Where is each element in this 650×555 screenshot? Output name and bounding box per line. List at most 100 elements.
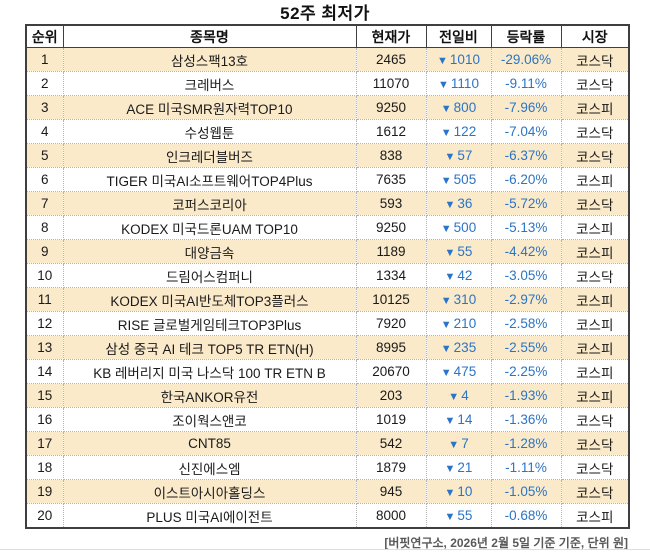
col-header-rank: 순위 <box>25 24 64 48</box>
price-cell: 9250 <box>355 215 427 240</box>
rank-cell: 2 <box>25 71 64 96</box>
stock-name-cell: KODEX 미국AI반도체TOP3플러스 <box>62 287 357 312</box>
change-value: 310 <box>453 292 477 307</box>
rank-cell: 18 <box>25 455 64 480</box>
market-cell: 코스피 <box>560 167 630 192</box>
change-value: 500 <box>453 220 477 235</box>
price-cell: 1334 <box>355 263 427 288</box>
col-header-change: 전일비 <box>425 24 492 48</box>
rank-cell: 19 <box>25 479 64 504</box>
table-row: 3 ACE 미국SMR원자력TOP10 9250 ▼ 800 -7.96% 코스피 <box>25 95 630 120</box>
rank-cell: 13 <box>25 335 64 360</box>
change-value: 210 <box>453 316 477 331</box>
stock-name-cell: 이스트아시아홀딩스 <box>62 479 357 504</box>
price-cell: 945 <box>355 479 427 504</box>
stock-name-cell: 대양금속 <box>62 239 357 264</box>
market-cell: 코스닥 <box>560 407 630 432</box>
bottom-divider <box>0 549 650 550</box>
stock-name-cell: 크레버스 <box>62 71 357 96</box>
down-arrow-icon: ▼ <box>440 175 452 187</box>
table-row: 19 이스트아시아홀딩스 945 ▼ 10 -1.05% 코스닥 <box>25 479 630 504</box>
market-cell: 코스피 <box>560 287 630 312</box>
market-cell: 코스닥 <box>560 119 630 144</box>
rank-cell: 10 <box>25 263 64 288</box>
source-note: [버핏연구소, 2026년 2월 5일 기준 기준, 단위 원] <box>384 536 628 550</box>
table-row: 6 TIGER 미국AI소프트웨어TOP4Plus 7635 ▼ 505 -6.2… <box>25 167 630 192</box>
down-arrow-icon: ▼ <box>438 79 449 91</box>
market-cell: 코스피 <box>560 95 630 120</box>
stock-name-cell: 코퍼스코리아 <box>62 191 357 216</box>
change-cell: ▼ 36 <box>425 191 492 216</box>
rank-cell: 16 <box>25 407 64 432</box>
stock-name-cell: 삼성 중국 AI 테크 TOP5 TR ETN(H) <box>62 335 357 360</box>
rate-cell: -2.97% <box>490 287 562 312</box>
down-arrow-icon: ▼ <box>444 463 456 475</box>
col-header-market: 시장 <box>560 24 630 48</box>
stock-name-cell: 드림어스컴퍼니 <box>62 263 357 288</box>
stock-name-cell: 삼성스팩13호 <box>62 47 357 72</box>
rate-cell: -29.06% <box>490 47 562 72</box>
price-cell: 10125 <box>355 287 427 312</box>
down-arrow-icon: ▼ <box>440 103 452 115</box>
change-cell: ▼ 7 <box>425 431 492 456</box>
stock-name-cell: TIGER 미국AI소프트웨어TOP4Plus <box>62 167 357 192</box>
table-row: 14 KB 레버리지 미국 나스닥 100 TR ETN B 20670 ▼ 47… <box>25 359 630 384</box>
rank-cell: 3 <box>25 95 64 120</box>
market-cell: 코스피 <box>560 335 630 360</box>
price-cell: 8995 <box>355 335 427 360</box>
price-cell: 1879 <box>355 455 427 480</box>
stock-table: 순위 종목명 현재가 전일비 등락률 시장 1 삼성스팩13호 2465 ▼ 10… <box>25 24 630 529</box>
rate-cell: -1.05% <box>490 479 562 504</box>
rank-cell: 7 <box>25 191 64 216</box>
table-row: 17 CNT85 542 ▼ 7 -1.28% 코스닥 <box>25 431 630 456</box>
stock-name-cell: KB 레버리지 미국 나스닥 100 TR ETN B <box>62 359 357 384</box>
market-cell: 코스닥 <box>560 263 630 288</box>
down-arrow-icon: ▼ <box>448 439 460 451</box>
price-cell: 2465 <box>355 47 427 72</box>
rate-cell: -2.25% <box>490 359 562 384</box>
down-arrow-icon: ▼ <box>440 223 452 235</box>
rank-cell: 9 <box>25 239 64 264</box>
change-value: 10 <box>457 484 473 499</box>
price-cell: 203 <box>355 383 427 408</box>
down-arrow-icon: ▼ <box>444 199 456 211</box>
market-cell: 코스닥 <box>560 71 630 96</box>
change-value: 122 <box>453 124 477 139</box>
rate-cell: -6.20% <box>490 167 562 192</box>
down-arrow-icon: ▼ <box>437 55 448 67</box>
col-header-name: 종목명 <box>62 24 357 48</box>
change-value: 55 <box>457 244 473 259</box>
table-row: 9 대양금속 1189 ▼ 55 -4.42% 코스피 <box>25 239 630 264</box>
stock-name-cell: ACE 미국SMR원자력TOP10 <box>62 95 357 120</box>
stock-name-cell: CNT85 <box>62 431 357 456</box>
change-cell: ▼ 210 <box>425 311 492 336</box>
rate-cell: -1.93% <box>490 383 562 408</box>
table-row: 1 삼성스팩13호 2465 ▼ 1010 -29.06% 코스닥 <box>25 47 630 72</box>
rate-cell: -3.05% <box>490 263 562 288</box>
change-value: 21 <box>457 460 473 475</box>
rate-cell: -0.68% <box>490 503 562 529</box>
col-header-price: 현재가 <box>355 24 427 48</box>
rank-cell: 15 <box>25 383 64 408</box>
change-cell: ▼ 122 <box>425 119 492 144</box>
down-arrow-icon: ▼ <box>444 415 456 427</box>
price-cell: 7920 <box>355 311 427 336</box>
change-value: 1110 <box>450 76 479 91</box>
down-arrow-icon: ▼ <box>440 343 452 355</box>
market-cell: 코스닥 <box>560 455 630 480</box>
change-value: 14 <box>457 412 473 427</box>
change-cell: ▼ 14 <box>425 407 492 432</box>
page-title: 52주 최저가 <box>280 4 370 23</box>
col-header-rate: 등락률 <box>490 24 562 48</box>
change-cell: ▼ 55 <box>425 239 492 264</box>
rank-cell: 6 <box>25 167 64 192</box>
change-value: 42 <box>457 268 473 283</box>
down-arrow-icon: ▼ <box>444 511 456 523</box>
price-cell: 1019 <box>355 407 427 432</box>
stock-name-cell: 수성웹툰 <box>62 119 357 144</box>
market-cell: 코스피 <box>560 215 630 240</box>
table-row: 15 한국ANKOR유전 203 ▼ 4 -1.93% 코스피 <box>25 383 630 408</box>
change-cell: ▼ 1010 <box>425 47 492 72</box>
rate-cell: -7.04% <box>490 119 562 144</box>
change-cell: ▼ 500 <box>425 215 492 240</box>
